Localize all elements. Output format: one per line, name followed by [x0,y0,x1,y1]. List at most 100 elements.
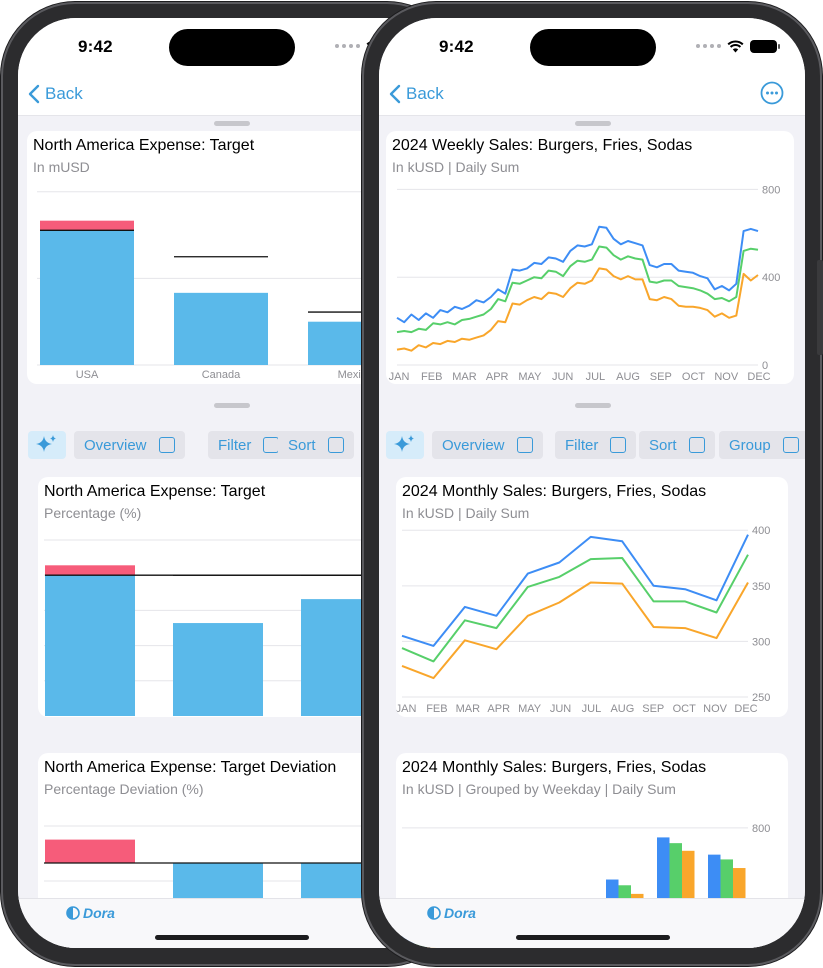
chart-card[interactable]: 2024 Weekly Sales: Burgers, Fries, Sodas… [386,131,794,384]
card-title: North America Expense: Target [44,483,266,500]
group-toggle[interactable]: Group [719,431,805,459]
wifi-icon [727,39,744,52]
overview-checkbox[interactable] [158,437,175,453]
sort-checkbox[interactable] [327,437,344,453]
x-tick-label: OCT [682,371,706,383]
card-subtitle: In mUSD [33,159,90,175]
x-tick-label: SEP [650,371,672,383]
series-line [401,581,749,680]
card-title: 2024 Weekly Sales: Burgers, Fries, Sodas [392,137,693,154]
chevron-left-icon [389,84,401,104]
dora-label: Dora [444,905,476,921]
contrast-icon [427,906,441,920]
x-tick-label: MAR [456,703,481,715]
bar [45,575,135,716]
y-tick-label: 350 [752,581,770,593]
right-phone: 9:42 Back 2024 Weekly Sales: Burgers, Fr… [361,0,823,968]
side-button [817,260,823,355]
sort-toggle[interactable]: Sort [639,431,715,459]
home-indicator[interactable] [155,935,309,940]
y-tick-label: 300 [752,636,770,648]
card-title: North America Expense: Target Deviation [44,759,337,776]
chart-card[interactable]: 2024 Monthly Sales: Burgers, Fries, Soda… [396,477,788,717]
overview-label: Overview [442,436,505,454]
x-tick-label: MAR [452,371,477,383]
card-subtitle: Percentage (%) [44,505,142,521]
panel-grabber[interactable] [214,121,250,126]
x-tick-label: FEB [421,371,442,383]
dora-tab[interactable]: Dora [66,905,115,921]
sparkles-icon [36,435,56,452]
target-bar-chart: USA Canada Mexico [37,191,444,381]
volume-down-button [0,300,1,360]
bar-overage [45,565,135,576]
status-time: 9:42 [78,37,113,56]
filter-toggle[interactable]: Filter [208,431,290,459]
back-button[interactable]: Back [28,84,83,104]
y-tick-label: 400 [752,525,770,537]
filter-label: Filter [565,436,599,454]
card-title: 2024 Monthly Sales: Burgers, Fries, Soda… [402,483,707,500]
signal-icon [696,44,721,48]
x-tick-label: APR [486,371,509,383]
series-line [396,225,759,324]
ai-button[interactable] [386,431,424,459]
x-tick-label: USA [76,369,99,381]
weekly-sales-line-chart: 800 400 0 JAN FEB MAR APR MAY JUN JUL AUG SEP OCT NOV… [389,184,781,383]
x-tick-label: OCT [673,703,697,715]
sort-label: Sort [288,436,316,454]
x-tick-label: JUL [586,371,606,383]
more-options-icon[interactable] [760,81,784,105]
dynamic-island [530,29,656,66]
x-tick-label: JUN [550,703,571,715]
x-tick-label: FEB [426,703,447,715]
x-tick-label: DEC [734,703,757,715]
back-button[interactable]: Back [389,84,444,104]
panel-grabber[interactable] [575,121,611,126]
sparkles-icon [394,435,414,452]
back-label: Back [45,84,83,103]
x-tick-label: NOV [714,371,739,383]
ai-button[interactable] [28,431,66,459]
x-tick-label: JUL [582,703,602,715]
overview-label: Overview [84,436,147,454]
x-tick-label: APR [487,703,510,715]
filter-checkbox[interactable] [610,437,627,453]
card-title: 2024 Monthly Sales: Burgers, Fries, Soda… [402,759,707,776]
sort-label: Sort [649,436,677,454]
x-tick-label: Canada [202,369,241,381]
card-subtitle: Percentage Deviation (%) [44,781,204,797]
overview-checkbox[interactable] [516,437,533,453]
bar [173,623,263,716]
group-checkbox[interactable] [782,437,799,453]
x-tick-label: AUG [610,703,634,715]
battery-icon [750,39,780,53]
y-tick-label: 0 [762,360,768,372]
tab-bar: Dora [379,898,805,948]
x-tick-label: AUG [616,371,640,383]
sort-checkbox[interactable] [688,437,705,453]
panel-grabber[interactable] [214,403,250,408]
dora-tab[interactable]: Dora [427,905,476,921]
y-tick-label: 800 [752,823,770,835]
phone-screen: 9:42 Back 2024 Weekly Sales: Burgers, Fr… [379,18,805,948]
overview-toggle[interactable]: Overview [74,431,185,459]
x-tick-label: MAY [518,703,542,715]
volume-up-button [0,225,1,285]
nav-bar: Back [379,76,805,116]
sort-toggle[interactable]: Sort [278,431,354,459]
overview-toggle[interactable]: Overview [432,431,543,459]
y-tick-label: 250 [752,692,770,704]
filter-checkbox[interactable] [263,437,280,453]
filter-toggle[interactable]: Filter [555,431,637,459]
y-tick-label: 400 [762,272,780,284]
filter-label: Filter [218,436,252,454]
card-subtitle: In kUSD | Daily Sum [402,505,530,521]
top-chart-panel: 2024 Weekly Sales: Burgers, Fries, Sodas… [379,117,805,398]
signal-icon [335,44,360,48]
status-icons [696,39,780,53]
home-indicator[interactable] [516,935,670,940]
panel-grabber[interactable] [575,403,611,408]
bar-overage [40,220,134,231]
